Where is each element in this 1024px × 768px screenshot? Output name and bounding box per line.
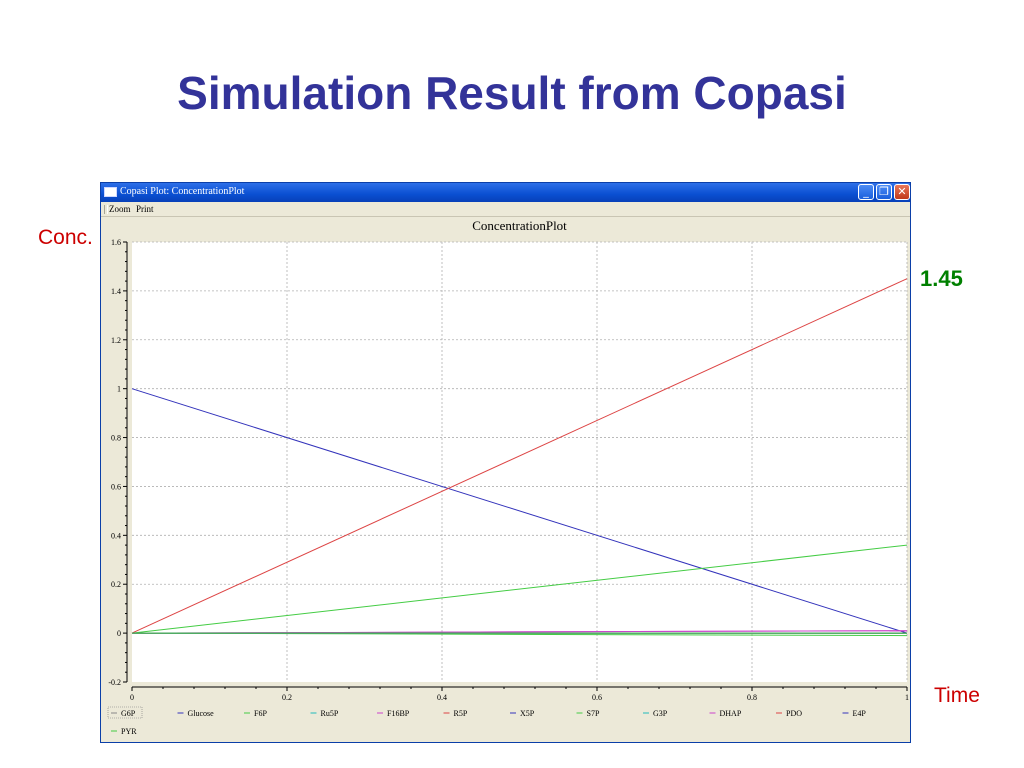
legend-label-e4p: E4P [853, 709, 867, 718]
legend-label-r5p: R5P [454, 709, 468, 718]
x-tick-label: 0.6 [592, 693, 602, 702]
legend-label-f16bp: F16BP [387, 709, 410, 718]
y-tick-label: 1.2 [111, 336, 121, 345]
close-button[interactable]: ✕ [894, 184, 910, 200]
legend-focus-outline [107, 706, 143, 719]
window-title: Copasi Plot: ConcentrationPlot [120, 186, 245, 197]
minimize-button[interactable]: _ [858, 184, 874, 200]
y-tick-label: 0 [117, 629, 121, 638]
slide-title: Simulation Result from Copasi [177, 67, 847, 119]
restore-button[interactable]: ❐ [876, 184, 892, 200]
y-tick-label: 1 [117, 385, 121, 394]
x-tick-label: 1 [905, 693, 909, 702]
window-titlebar[interactable]: Copasi Plot: ConcentrationPlot _ ❐ ✕ [101, 183, 910, 202]
y-tick-label: 0.6 [111, 482, 121, 491]
app-window-icon [104, 187, 117, 197]
chart-title: ConcentrationPlot [472, 218, 567, 233]
y-tick-label: 0.4 [111, 531, 121, 540]
y-tick-label: 1.4 [111, 287, 121, 296]
menu-item-print[interactable]: Print [136, 204, 154, 214]
series-line-glucose [131, 388, 908, 634]
plot-canvas [132, 242, 907, 682]
legend-label-x5p: X5P [520, 709, 535, 718]
x-axis-annotation: Time [934, 684, 980, 707]
y-tick-label: 0.8 [111, 434, 121, 443]
y-tick-label: 0.2 [111, 580, 121, 589]
legend-label-f6p: F6P [254, 709, 267, 718]
legend-label-s7p: S7P [587, 709, 600, 718]
series-line-r5p [131, 278, 908, 634]
series-line-s7p [131, 544, 908, 634]
concentration-plot: ConcentrationPlot -0.2 0 0.2 0.4 0.6 0.8 1 1.2 1.… [107, 218, 909, 736]
menu-grip-handle[interactable] [104, 205, 108, 214]
plot-window: Copasi Plot: ConcentrationPlot _ ❐ ✕ Zoo… [100, 182, 911, 743]
x-tick-label: 0.4 [437, 693, 447, 702]
legend-label-pyr: PYR [121, 727, 137, 736]
x-tick-label: 0.8 [747, 693, 757, 702]
menu-bar: Zoom Print [101, 202, 910, 217]
x-tick-label: 0 [130, 693, 134, 702]
legend-label-g6p: G6P [121, 709, 136, 718]
y-tick-label: 1.6 [111, 238, 121, 247]
final-value-annotation: 1.45 [920, 266, 963, 291]
legend-label-pdo: PDO [786, 709, 802, 718]
menu-item-zoom[interactable]: Zoom [109, 204, 131, 214]
y-tick-label: -0.2 [108, 678, 121, 687]
legend-label-glucose: Glucose [188, 709, 215, 718]
legend-label-ru5p: Ru5P [321, 709, 339, 718]
x-tick-label: 0.2 [282, 693, 292, 702]
y-axis-annotation: Conc. [38, 226, 93, 249]
legend-label-g3p: G3P [653, 709, 668, 718]
legend-label-dhap: DHAP [720, 709, 742, 718]
